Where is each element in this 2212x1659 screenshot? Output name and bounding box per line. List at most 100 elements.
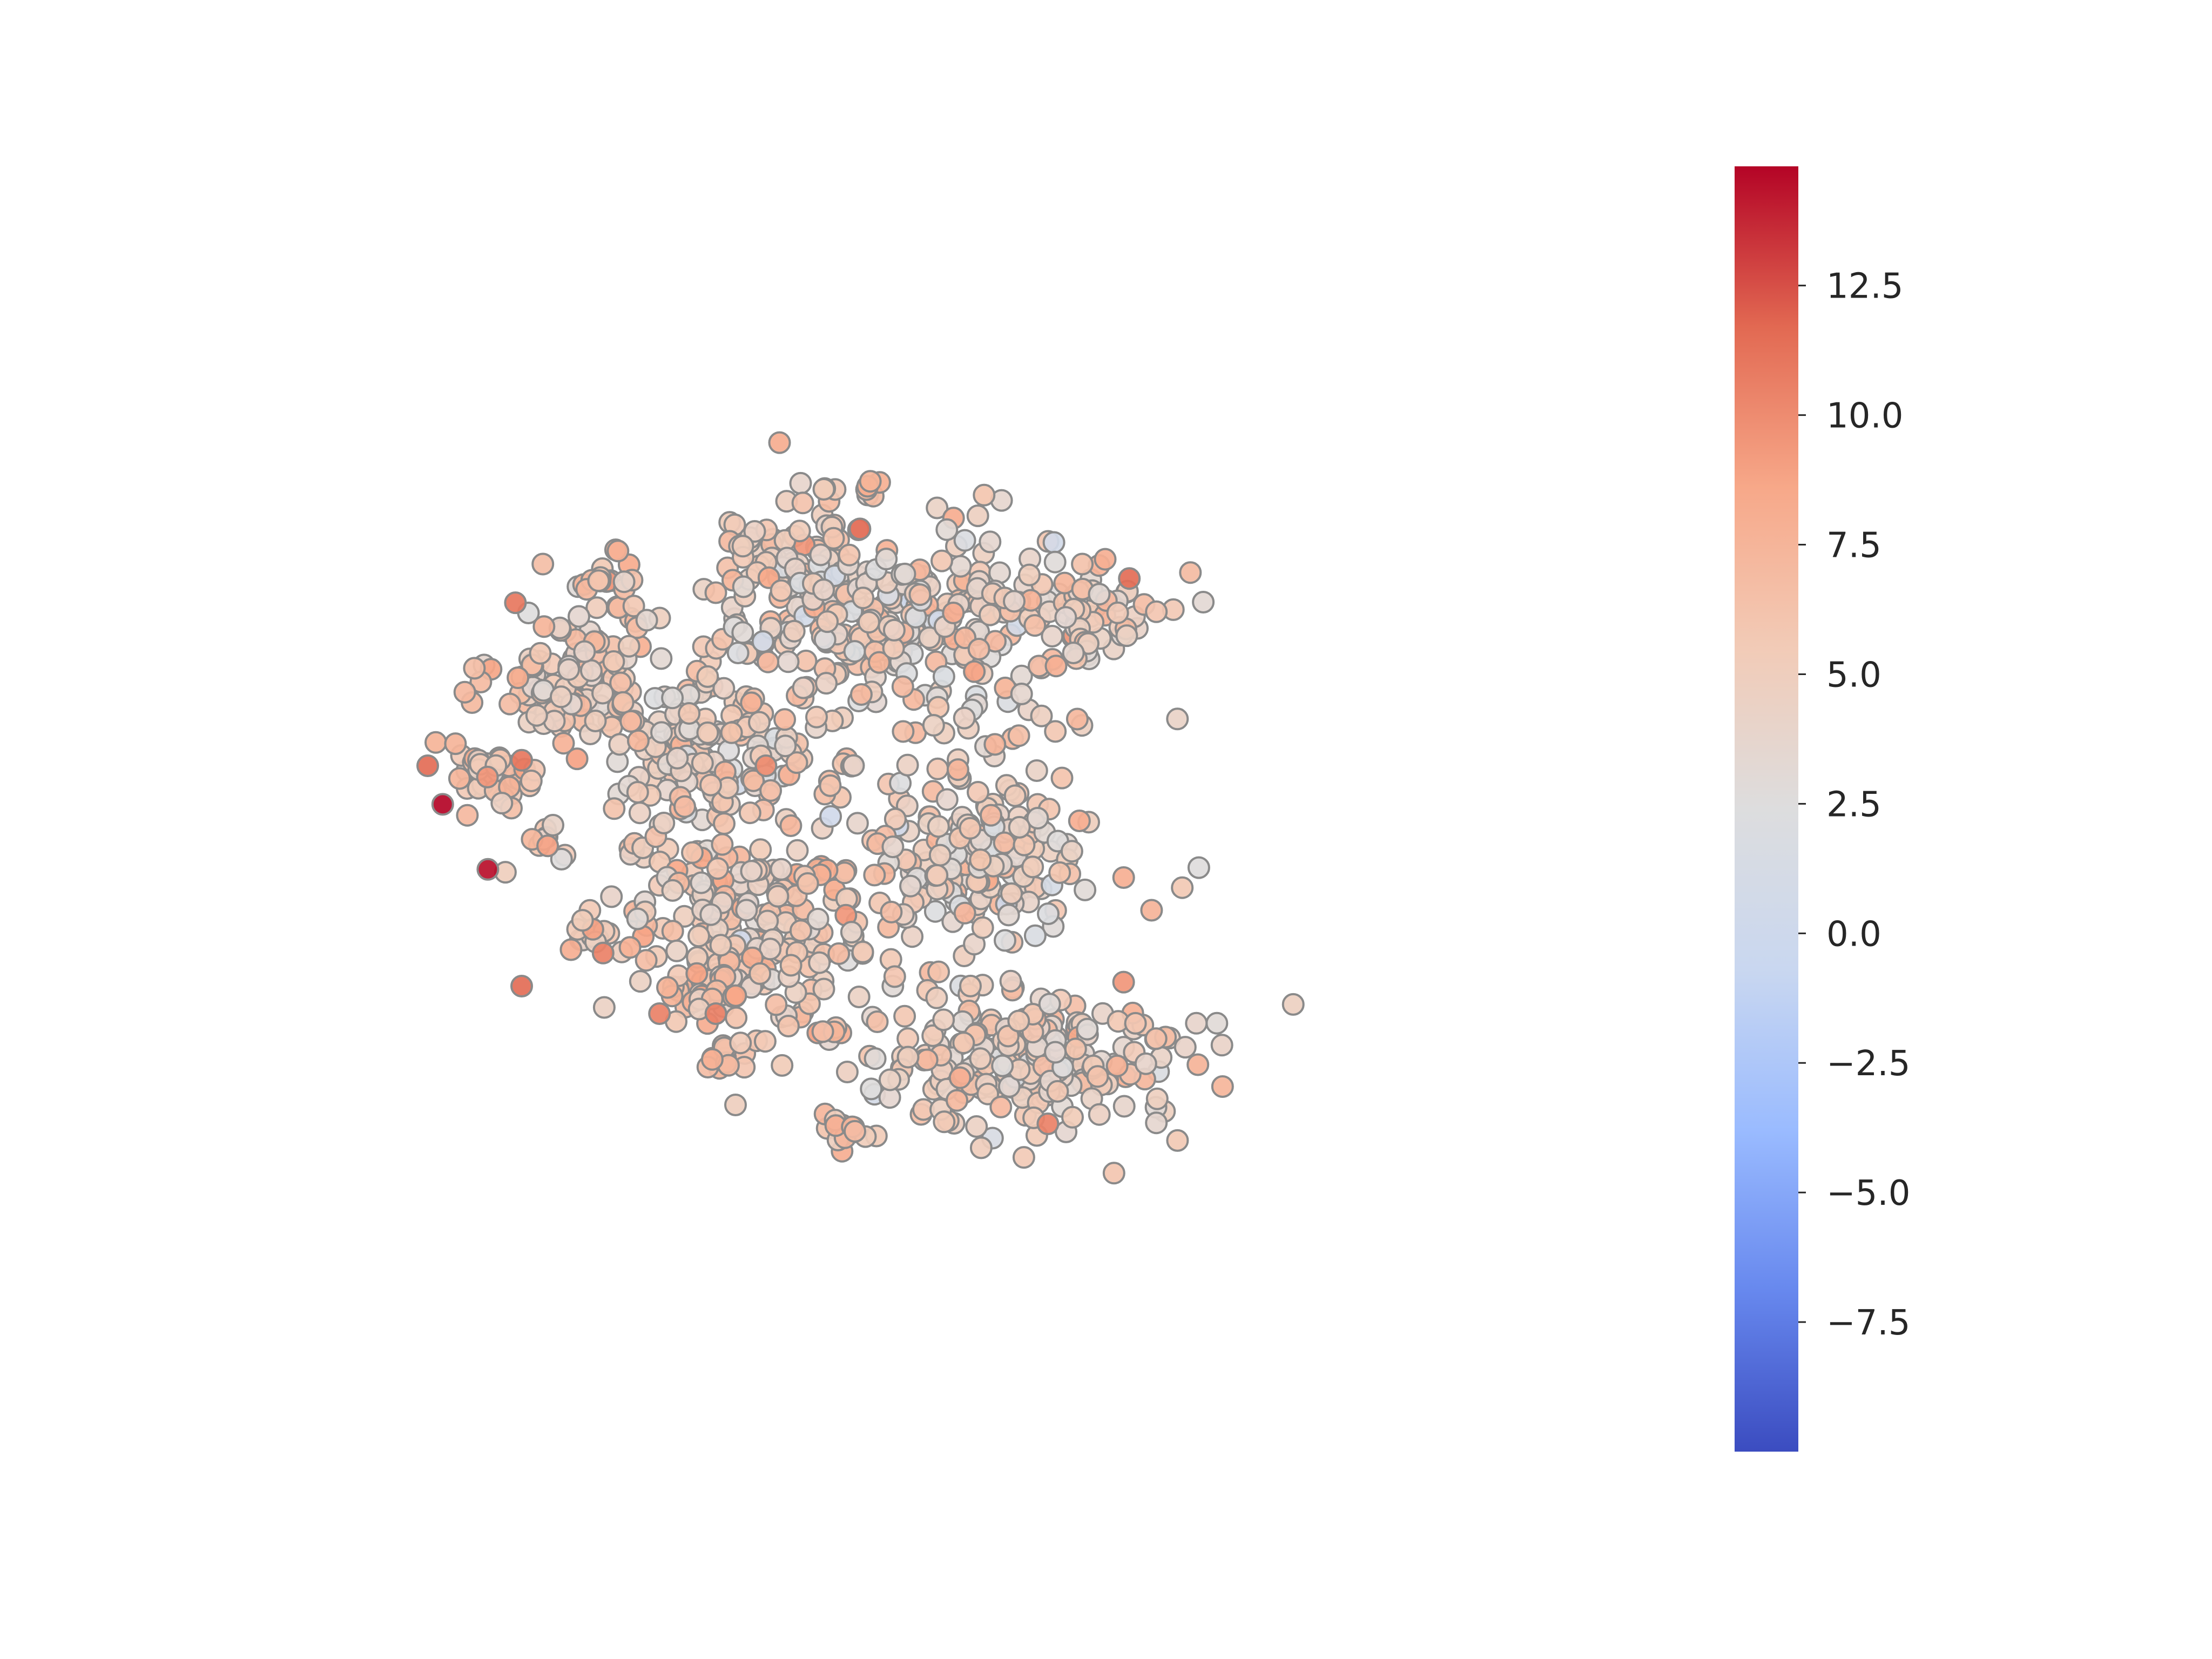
scatter-point <box>416 754 439 777</box>
scatter-point <box>510 975 533 997</box>
scatter-point <box>1036 1112 1060 1135</box>
scatter-point <box>618 936 642 959</box>
scatter-point <box>881 835 905 859</box>
scatter-point <box>851 940 874 963</box>
scatter-point <box>699 903 723 926</box>
scatter-point <box>520 770 543 792</box>
scatter-point <box>822 527 845 550</box>
scatter-point <box>696 665 719 688</box>
scatter-point <box>661 920 684 943</box>
scatter-point <box>948 1066 972 1089</box>
scatter-point <box>751 630 774 653</box>
scatter-point <box>652 812 676 834</box>
scatter-point <box>704 1002 727 1025</box>
scatter-point <box>740 860 763 883</box>
scatter-point <box>1210 1034 1233 1057</box>
colorbar: −7.5 −5.0 −2.5 0.0 2.5 5.0 7.5 10.0 12.5 <box>1735 166 1910 1452</box>
scatter-point <box>609 671 632 694</box>
scatter-point <box>868 651 891 674</box>
scatter-point <box>1088 1103 1111 1126</box>
scatter-point <box>969 1047 992 1070</box>
scatter-point <box>891 675 914 698</box>
scatter-point <box>759 938 782 961</box>
scatter-point <box>635 609 658 632</box>
scatter-point <box>935 518 959 541</box>
scatter-point <box>748 962 772 985</box>
scatter-point <box>608 733 631 756</box>
scatter-point <box>1076 1017 1099 1041</box>
scatter-point <box>922 714 945 737</box>
scatter-point <box>1112 866 1135 889</box>
colorbar-tick-label: 0.0 <box>1826 914 1881 954</box>
scatter-point <box>531 552 555 576</box>
scatter-point <box>1140 899 1163 922</box>
scatter-point <box>766 885 790 908</box>
scatter-point <box>777 650 800 673</box>
scatter-point <box>606 539 630 563</box>
scatter-point <box>724 1094 747 1116</box>
scatter-point <box>507 666 530 689</box>
scatter-point <box>587 569 610 592</box>
scatter-point <box>1088 583 1111 606</box>
scatter-point <box>773 708 797 731</box>
scatter-point <box>812 478 835 501</box>
scatter-point <box>498 692 522 716</box>
scatter-point <box>1061 1105 1084 1129</box>
scatter-point <box>875 548 898 571</box>
scatter-point <box>923 900 947 923</box>
scatter-point <box>1174 1036 1197 1059</box>
colorbar-gradient <box>1735 166 1798 1452</box>
scatter-point <box>740 691 763 714</box>
scatter-point <box>1124 1011 1147 1035</box>
scatter-point <box>892 720 915 743</box>
scatter-point <box>1145 1111 1168 1135</box>
scatter-point <box>1166 707 1189 731</box>
scatter-point <box>729 1031 752 1055</box>
scatter-point <box>1179 561 1202 584</box>
scatter-point <box>1018 563 1041 586</box>
scatter-point <box>591 682 614 705</box>
scatter-point <box>648 1002 671 1025</box>
scatter-point <box>1171 876 1194 899</box>
scatter-point <box>915 1048 939 1071</box>
scatter-point <box>840 921 863 944</box>
scatter-point <box>1003 590 1026 613</box>
scatter-point <box>756 909 779 933</box>
scatter-point <box>927 815 950 838</box>
scatter-point <box>774 734 797 758</box>
scatter-point <box>849 683 873 706</box>
scatter-point <box>952 1031 975 1055</box>
scatter-point <box>712 677 736 700</box>
scatter-point <box>878 1068 901 1091</box>
scatter-point <box>863 864 886 887</box>
scatter-point <box>490 792 514 815</box>
scatter-point <box>883 965 906 988</box>
scatter-point <box>626 907 649 930</box>
scatter-point <box>1062 642 1085 664</box>
scatter-point <box>1046 1080 1069 1103</box>
scatter-point <box>552 732 575 755</box>
colorbar-tick-label: 2.5 <box>1826 785 1881 825</box>
scatter-point <box>704 581 727 604</box>
scatter-point <box>456 804 479 827</box>
scatter-point <box>661 686 684 710</box>
scatter-point <box>789 919 812 942</box>
scatter-point <box>928 844 952 867</box>
scatter-point <box>921 1024 945 1047</box>
scatter-point <box>899 874 922 898</box>
scatter-point <box>1007 1009 1030 1033</box>
colorbar-tick-label: 12.5 <box>1826 267 1904 307</box>
scatter-point <box>444 732 467 756</box>
scatter-point <box>1211 1075 1234 1098</box>
scatter-point <box>735 899 758 922</box>
scatter-point <box>650 721 673 744</box>
scatter-point <box>725 1006 748 1029</box>
scatter-point <box>1192 591 1215 613</box>
scatter-point <box>788 520 811 543</box>
scatter-point <box>942 602 965 624</box>
scatter-point <box>1010 683 1033 705</box>
scatter-point <box>1026 807 1049 830</box>
scatter-point <box>476 858 500 881</box>
scatter-point <box>424 731 447 754</box>
